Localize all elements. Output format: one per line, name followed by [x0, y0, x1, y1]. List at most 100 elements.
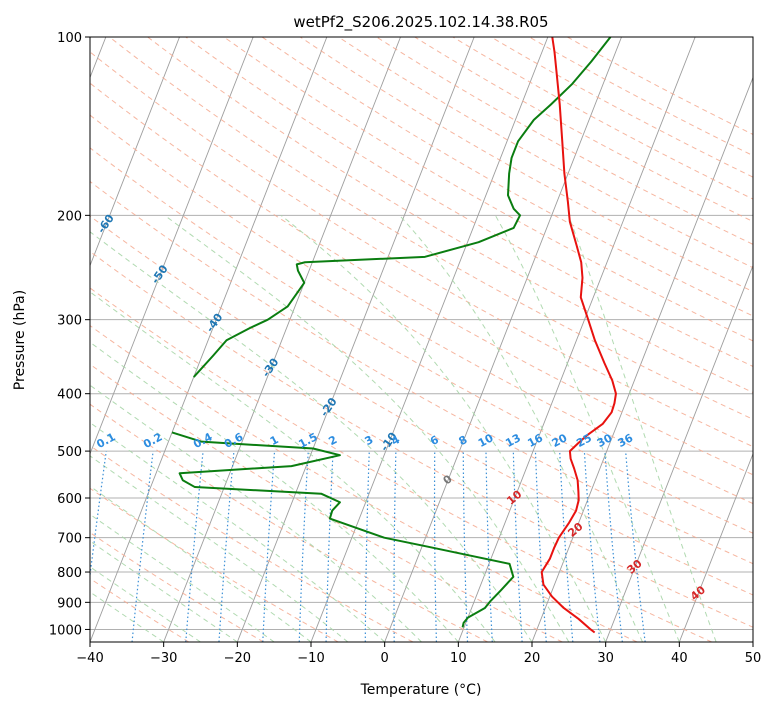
isotherm-line [163, 37, 401, 642]
y-tick-label: 800 [57, 566, 82, 581]
y-tick-label: 600 [57, 492, 82, 507]
dry-adiabat-label: 40 [688, 583, 708, 603]
dry-adiabat-line [90, 324, 638, 642]
x-tick-label: 40 [671, 651, 688, 666]
mixing-ratio-line [364, 451, 370, 642]
x-tick-label: 20 [524, 651, 541, 666]
isotherm-line [678, 452, 753, 642]
dry-adiabat-line [223, 37, 753, 342]
mixing-ratio-line [90, 451, 107, 580]
mixing-ratio-label: 20 [550, 431, 570, 450]
isotherm-label: -30 [259, 356, 281, 380]
moist-adiabat-line [568, 215, 717, 642]
dry-adiabat-line [338, 37, 753, 269]
dry-adiabat-line [90, 577, 190, 642]
mixing-ratio-line [485, 451, 493, 642]
mixing-ratio-label: 10 [476, 431, 496, 450]
y-tick-label: 400 [57, 388, 82, 403]
y-tick-label: 300 [57, 314, 82, 329]
x-tick-label: −30 [150, 651, 177, 666]
isotherm-line [605, 264, 753, 642]
dry-adiabat-label: 30 [625, 557, 645, 577]
moist-adiabat-line [90, 566, 201, 642]
mixing-ratio-label: 1.5 [296, 430, 319, 451]
x-tick-label: −40 [76, 651, 103, 666]
dry-adiabat-line [90, 444, 414, 642]
y-tick-label: 500 [57, 445, 82, 460]
mixing-ratio-line [604, 451, 623, 642]
dry-adiabat-line [90, 250, 753, 628]
mixing-ratio-label: 8 [457, 433, 470, 448]
mixing-ratio-line [131, 451, 154, 642]
x-tick-label: −10 [297, 651, 324, 666]
dry-adiabat-line [90, 403, 488, 642]
y-tick-label: 200 [57, 209, 82, 224]
dry-adiabat-line [452, 37, 753, 200]
dewpoint-line-upper [192, 37, 612, 378]
moist-adiabat-line [90, 231, 533, 642]
mixing-ratio-line [534, 451, 547, 642]
dry-adiabat-line [414, 37, 753, 223]
y-tick-label: 100 [57, 31, 82, 46]
mixing-ratio-line [462, 451, 469, 642]
moist-adiabat-line [90, 455, 349, 642]
mixing-ratio-line [433, 451, 438, 642]
dry-adiabat-line [90, 114, 753, 505]
mixing-ratio-label: 16 [525, 431, 545, 450]
mixing-ratio-line [218, 451, 235, 642]
mixing-ratio-line [325, 451, 334, 642]
isotherm-line [90, 37, 254, 456]
dry-adiabat-line [90, 82, 753, 476]
mixing-ratio-line [625, 451, 646, 642]
mixing-ratio-label: 30 [595, 431, 615, 450]
y-axis-label: Pressure (hPa) [12, 290, 28, 390]
moist-adiabat-line [90, 513, 275, 642]
moist-adiabat-line [399, 215, 643, 642]
dry-adiabat-line [109, 37, 753, 420]
dry-adiabat-line [90, 147, 753, 534]
y-tick-label: 700 [57, 532, 82, 547]
x-axis-ticks: −40 −30 −20 −10 0 10 20 30 40 50 [76, 642, 761, 666]
dry-adiabat-line [490, 37, 753, 178]
isotherm-line [236, 37, 475, 642]
isotherm-line [457, 37, 696, 642]
isotherm-line [384, 37, 622, 642]
mixing-ratio-label: 25 [574, 431, 594, 450]
dry-adiabat-line [185, 37, 753, 367]
plot-frame [89, 36, 754, 643]
x-tick-label: 30 [597, 651, 614, 666]
dry-adiabat-line [90, 487, 339, 642]
moist-adiabat-line [90, 422, 386, 642]
isotherm-label: -70 [40, 164, 62, 188]
mixing-ratio-line [583, 451, 601, 642]
dry-adiabat-line [299, 37, 753, 293]
x-tick-label: 50 [745, 651, 762, 666]
dry-adiabat-line [90, 51, 753, 448]
mixing-ratio-label: 2 [326, 433, 339, 448]
mixing-ratio-label: 0.6 [222, 430, 246, 451]
dry-adiabat-label: 10 [504, 488, 524, 508]
moist-adiabat-line [90, 540, 238, 642]
dry-adiabat-line [90, 180, 753, 565]
isotherm-label: -50 [149, 262, 171, 286]
mixing-ratio-line [185, 451, 204, 642]
mixing-ratio-label: 6 [428, 433, 441, 448]
mixing-ratio-label: 36 [616, 431, 636, 450]
y-axis-ticks: 1000 900 800 700 600 500 400 300 200 100 [49, 31, 90, 638]
dry-adiabat-line [90, 215, 753, 596]
mixing-ratio-label: 0.4 [191, 430, 215, 451]
y-tick-label: 900 [57, 596, 82, 611]
dry-adiabat-line [90, 531, 264, 642]
x-tick-label: 10 [450, 651, 467, 666]
isotherm-label: -20 [318, 395, 340, 419]
dry-adiabat-line [90, 363, 563, 642]
chart-title: wetPf2_S206.2025.102.14.38.R05 [293, 13, 548, 32]
mixing-ratio-label: 13 [503, 431, 523, 450]
dry-adiabat-line [528, 37, 753, 157]
dry-adiabat-line [567, 37, 753, 136]
moist-adiabat-line [90, 384, 422, 642]
dry-adiabat-line [147, 37, 753, 394]
moist-adiabat-line [90, 591, 164, 642]
x-tick-label: 0 [381, 651, 389, 666]
